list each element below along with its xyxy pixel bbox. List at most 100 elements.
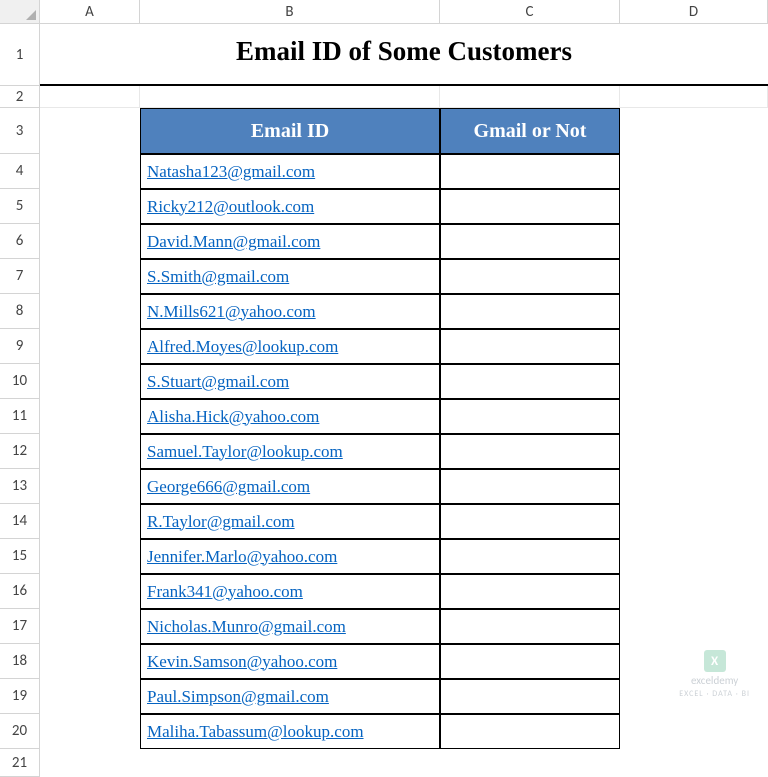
row-header-5[interactable]: 5 xyxy=(0,189,40,224)
cell-d14[interactable] xyxy=(620,504,768,539)
cell-d19[interactable] xyxy=(620,679,768,714)
cell-c21[interactable] xyxy=(440,749,620,777)
email-link[interactable]: Jennifer.Marlo@yahoo.com xyxy=(147,547,337,567)
cell-d13[interactable] xyxy=(620,469,768,504)
cell-d11[interactable] xyxy=(620,399,768,434)
row-header-1[interactable]: 1 xyxy=(0,24,40,86)
cell-a8[interactable] xyxy=(40,294,140,329)
cell-a19[interactable] xyxy=(40,679,140,714)
cell-gmail[interactable] xyxy=(440,329,620,364)
row-header-9[interactable]: 9 xyxy=(0,329,40,364)
row-header-7[interactable]: 7 xyxy=(0,259,40,294)
email-link[interactable]: David.Mann@gmail.com xyxy=(147,232,320,252)
cell-a15[interactable] xyxy=(40,539,140,574)
cell-d15[interactable] xyxy=(620,539,768,574)
row-header-13[interactable]: 13 xyxy=(0,469,40,504)
email-link[interactable]: Natasha123@gmail.com xyxy=(147,162,315,182)
row-header-19[interactable]: 19 xyxy=(0,679,40,714)
col-header-d[interactable]: D xyxy=(620,0,768,24)
cell-a14[interactable] xyxy=(40,504,140,539)
email-link[interactable]: Alisha.Hick@yahoo.com xyxy=(147,407,319,427)
cell-gmail[interactable] xyxy=(440,399,620,434)
cell-gmail[interactable] xyxy=(440,574,620,609)
email-link[interactable]: N.Mills621@yahoo.com xyxy=(147,302,316,322)
cell-gmail[interactable] xyxy=(440,434,620,469)
cell-gmail[interactable] xyxy=(440,189,620,224)
cell-email[interactable]: Jennifer.Marlo@yahoo.com xyxy=(140,539,440,574)
cell-d9[interactable] xyxy=(620,329,768,364)
cell-email[interactable]: S.Stuart@gmail.com xyxy=(140,364,440,399)
email-link[interactable]: Samuel.Taylor@lookup.com xyxy=(147,442,343,462)
cell-gmail[interactable] xyxy=(440,364,620,399)
email-link[interactable]: S.Smith@gmail.com xyxy=(147,267,289,287)
cell-email[interactable]: Kevin.Samson@yahoo.com xyxy=(140,644,440,679)
cell-d6[interactable] xyxy=(620,224,768,259)
cell-a13[interactable] xyxy=(40,469,140,504)
cell-a12[interactable] xyxy=(40,434,140,469)
cell-a17[interactable] xyxy=(40,609,140,644)
cell-gmail[interactable] xyxy=(440,294,620,329)
cell-a10[interactable] xyxy=(40,364,140,399)
table-header-gmail[interactable]: Gmail or Not xyxy=(440,108,620,154)
page-title[interactable]: Email ID of Some Customers xyxy=(40,24,768,86)
row-header-18[interactable]: 18 xyxy=(0,644,40,679)
row-header-6[interactable]: 6 xyxy=(0,224,40,259)
cell-d18[interactable] xyxy=(620,644,768,679)
cell-email[interactable]: Natasha123@gmail.com xyxy=(140,154,440,189)
cell-d2[interactable] xyxy=(620,86,768,108)
cell-d12[interactable] xyxy=(620,434,768,469)
email-link[interactable]: Ricky212@outlook.com xyxy=(147,197,314,217)
row-header-2[interactable]: 2 xyxy=(0,86,40,108)
col-header-a[interactable]: A xyxy=(40,0,140,24)
email-link[interactable]: S.Stuart@gmail.com xyxy=(147,372,289,392)
row-header-20[interactable]: 20 xyxy=(0,714,40,749)
cell-a7[interactable] xyxy=(40,259,140,294)
cell-a16[interactable] xyxy=(40,574,140,609)
cell-gmail[interactable] xyxy=(440,609,620,644)
row-header-21[interactable]: 21 xyxy=(0,749,40,777)
cell-d10[interactable] xyxy=(620,364,768,399)
email-link[interactable]: Alfred.Moyes@lookup.com xyxy=(147,337,338,357)
cell-a20[interactable] xyxy=(40,714,140,749)
cell-gmail[interactable] xyxy=(440,714,620,749)
cell-email[interactable]: S.Smith@gmail.com xyxy=(140,259,440,294)
cell-a5[interactable] xyxy=(40,189,140,224)
cell-gmail[interactable] xyxy=(440,259,620,294)
cell-email[interactable]: N.Mills621@yahoo.com xyxy=(140,294,440,329)
cell-d20[interactable] xyxy=(620,714,768,749)
row-header-11[interactable]: 11 xyxy=(0,399,40,434)
cell-a18[interactable] xyxy=(40,644,140,679)
cell-gmail[interactable] xyxy=(440,154,620,189)
email-link[interactable]: Nicholas.Munro@gmail.com xyxy=(147,617,346,637)
cell-d16[interactable] xyxy=(620,574,768,609)
cell-email[interactable]: Nicholas.Munro@gmail.com xyxy=(140,609,440,644)
cell-c2[interactable] xyxy=(440,86,620,108)
row-header-8[interactable]: 8 xyxy=(0,294,40,329)
row-header-12[interactable]: 12 xyxy=(0,434,40,469)
cell-email[interactable]: R.Taylor@gmail.com xyxy=(140,504,440,539)
cell-d7[interactable] xyxy=(620,259,768,294)
row-header-4[interactable]: 4 xyxy=(0,154,40,189)
cell-email[interactable]: Alisha.Hick@yahoo.com xyxy=(140,399,440,434)
cell-a9[interactable] xyxy=(40,329,140,364)
cell-d4[interactable] xyxy=(620,154,768,189)
email-link[interactable]: Paul.Simpson@gmail.com xyxy=(147,687,329,707)
cell-email[interactable]: Maliha.Tabassum@lookup.com xyxy=(140,714,440,749)
cell-a6[interactable] xyxy=(40,224,140,259)
cell-email[interactable]: David.Mann@gmail.com xyxy=(140,224,440,259)
col-header-c[interactable]: C xyxy=(440,0,620,24)
cell-a11[interactable] xyxy=(40,399,140,434)
email-link[interactable]: Maliha.Tabassum@lookup.com xyxy=(147,722,364,742)
row-header-17[interactable]: 17 xyxy=(0,609,40,644)
email-link[interactable]: R.Taylor@gmail.com xyxy=(147,512,295,532)
cell-a4[interactable] xyxy=(40,154,140,189)
row-header-14[interactable]: 14 xyxy=(0,504,40,539)
row-header-10[interactable]: 10 xyxy=(0,364,40,399)
cell-gmail[interactable] xyxy=(440,224,620,259)
col-header-b[interactable]: B xyxy=(140,0,440,24)
cell-email[interactable]: Paul.Simpson@gmail.com xyxy=(140,679,440,714)
select-all-corner[interactable] xyxy=(0,0,40,24)
cell-gmail[interactable] xyxy=(440,539,620,574)
cell-d8[interactable] xyxy=(620,294,768,329)
cell-d3[interactable] xyxy=(620,108,768,154)
